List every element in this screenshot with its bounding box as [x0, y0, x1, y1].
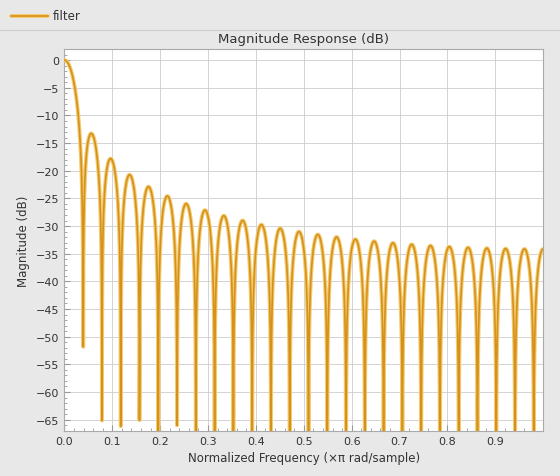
- Title: Magnitude Response (dB): Magnitude Response (dB): [218, 33, 389, 46]
- X-axis label: Normalized Frequency (×π rad/sample): Normalized Frequency (×π rad/sample): [188, 451, 420, 464]
- Text: filter: filter: [53, 10, 81, 23]
- Y-axis label: Magnitude (dB): Magnitude (dB): [17, 195, 30, 286]
